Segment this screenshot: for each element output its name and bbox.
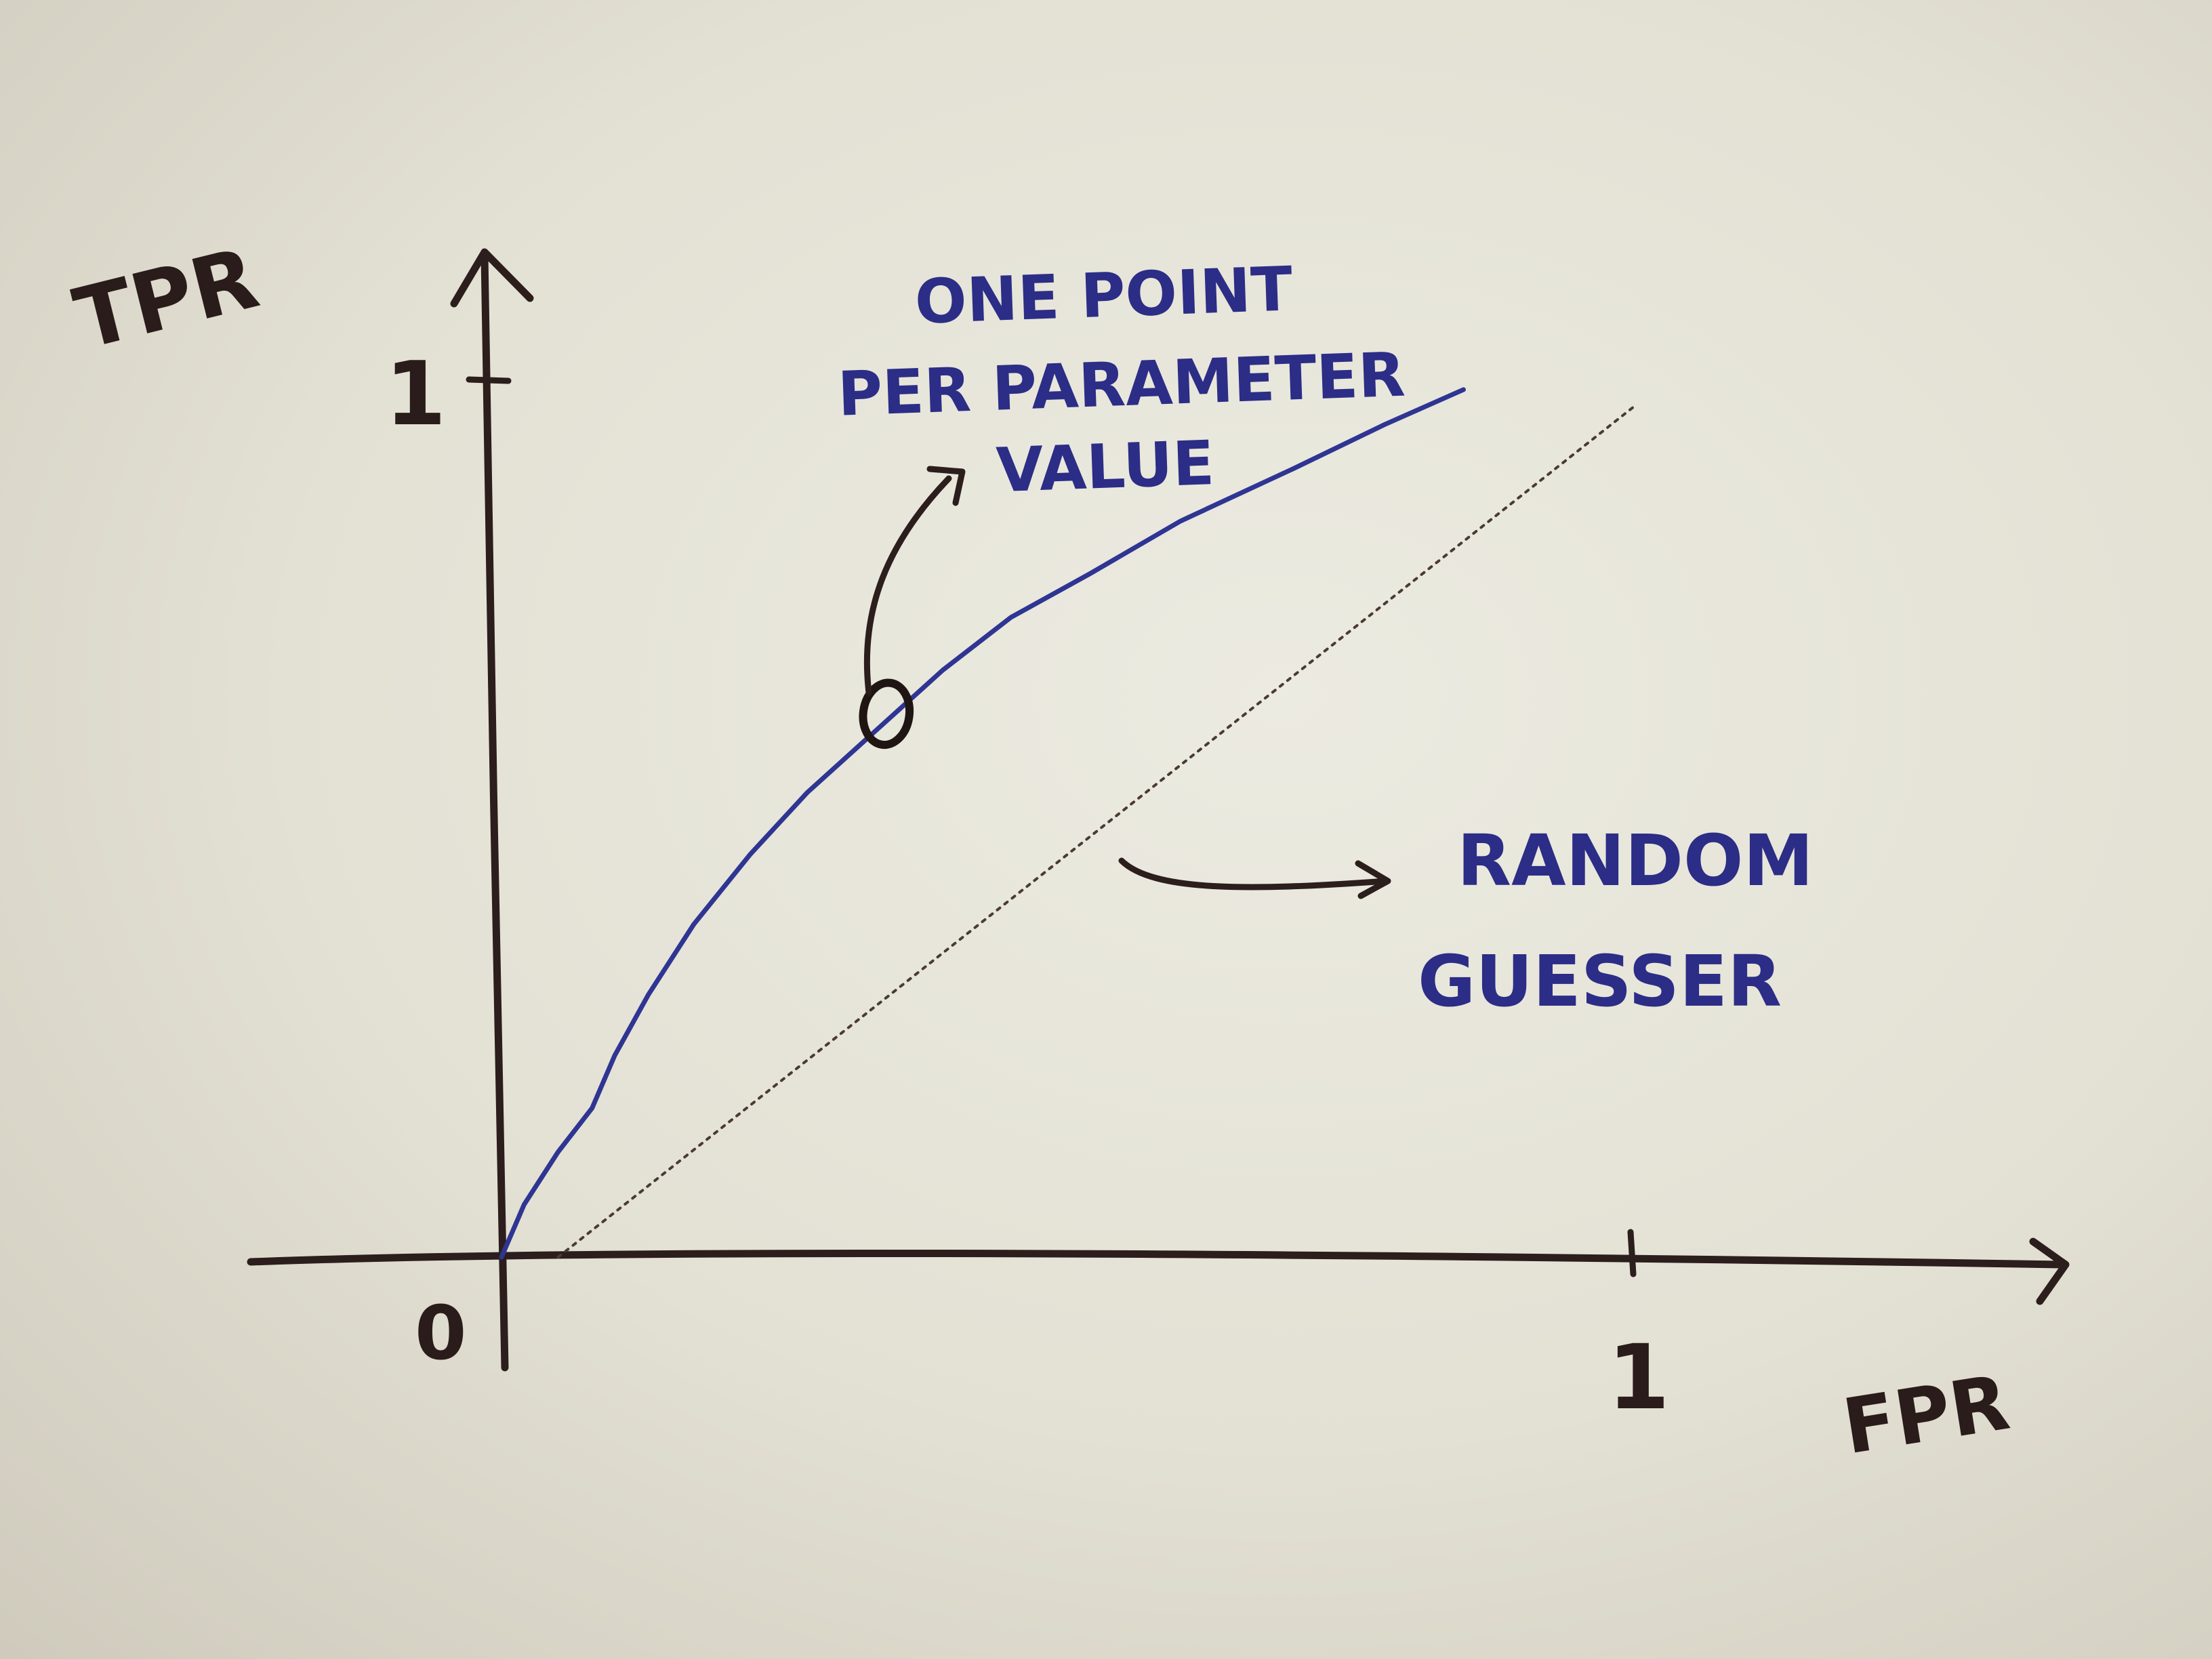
axes — [247, 248, 2070, 1372]
annotation-point-line-2: PER PARAMETER — [836, 340, 1406, 430]
x-tick-label-0: 0 — [415, 1290, 467, 1376]
chart-marks — [859, 678, 914, 750]
y-tick-label-1: 1 — [385, 342, 446, 445]
x-tick-label-1: 1 — [1607, 1326, 1670, 1430]
x-tick-mark — [1627, 1229, 1637, 1277]
roc-curve-line — [499, 387, 1466, 1260]
random-guesser-diagonal — [556, 405, 1635, 1258]
x-axis-title: FPR — [1837, 1359, 2015, 1472]
random-callout-arrowhead — [1355, 860, 1391, 899]
y-axis-title: TPR — [66, 230, 268, 369]
x-axis-arrowhead — [2029, 1237, 2070, 1305]
point-callout-arrow — [863, 475, 952, 696]
annotation-arrows — [863, 466, 1391, 899]
x-axis-line — [247, 1250, 2064, 1269]
highlighted-point-marker — [859, 678, 914, 750]
annotation-point-line-3: VALUE — [995, 428, 1215, 506]
y-axis-arrowhead — [450, 248, 534, 308]
curves — [499, 387, 1635, 1260]
annotation-random-line-1: RANDOM — [1457, 819, 1814, 902]
point-callout-arrowhead — [926, 466, 966, 506]
y-axis-line — [480, 252, 509, 1372]
random-callout-arrow — [1118, 857, 1389, 890]
labels: TPR FPR 0 1 1 ONE POINT PER PARAMETER VA… — [66, 230, 2015, 1472]
annotation-point-line-1: ONE POINT — [914, 253, 1294, 337]
annotation-random-line-2: GUESSER — [1418, 940, 1782, 1023]
y-tick-mark — [466, 376, 512, 384]
